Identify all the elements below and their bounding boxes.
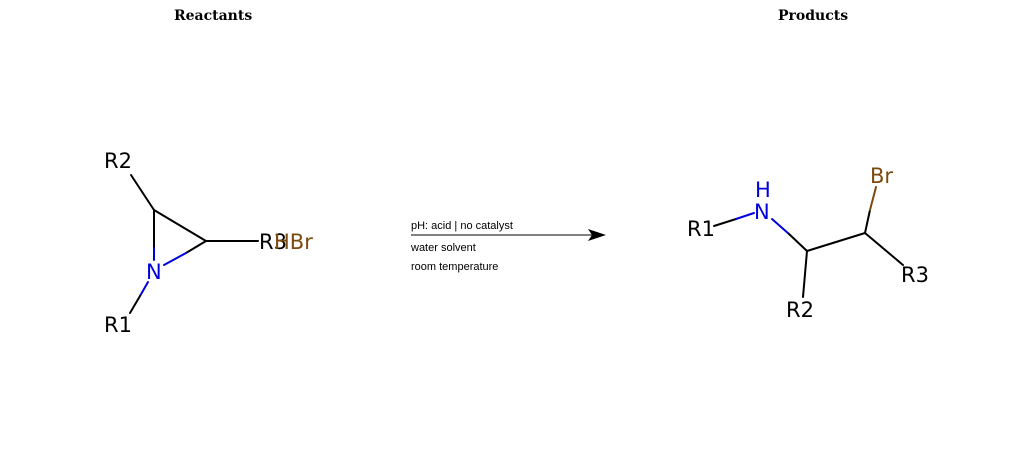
atom-r2-label: R2	[104, 149, 132, 173]
bond-c-n-right-blue	[163, 252, 187, 266]
atom-br-label: Br	[870, 164, 893, 188]
bond-n-c-black	[788, 233, 808, 252]
bond-c-c	[806, 232, 866, 252]
reaction-arrow	[411, 229, 606, 241]
condition-ph-catalyst: pH: acid | no catalyst	[411, 220, 513, 232]
atom-r2-label: R2	[786, 298, 814, 322]
bond-r2-c	[130, 174, 155, 211]
atom-h-label: H	[755, 178, 771, 202]
bond-c-br-brown	[869, 186, 877, 211]
atom-n-label: N	[146, 260, 162, 284]
bond-n-r1-blue	[139, 281, 149, 297]
arrow-head	[588, 229, 606, 241]
reagent-hbr-label: HBr	[274, 230, 313, 254]
atom-r1-label: R1	[687, 217, 715, 241]
reactants-heading: Reactants	[174, 8, 253, 24]
bond-r1-n-black	[713, 218, 737, 227]
bond-r1-n-blue	[735, 212, 755, 220]
atom-r3-label: R3	[901, 263, 929, 287]
product-bromoamine: H N R1 Br R2 R3	[687, 164, 929, 322]
atom-r3-label: R3	[259, 230, 287, 254]
bond-c-br-black	[864, 209, 871, 234]
atom-r1-label: R1	[104, 313, 132, 337]
atom-n-label: N	[754, 200, 770, 224]
products-heading: Products	[778, 8, 849, 24]
bond-c-c	[153, 209, 207, 242]
bond-n-r1-black	[129, 295, 141, 314]
condition-temperature: room temperature	[411, 261, 498, 273]
reactant-aziridine: R2 N R1 R3	[104, 149, 287, 337]
bond-c-r2	[802, 250, 808, 298]
bond-c-r3	[864, 232, 904, 266]
condition-solvent: water solvent	[410, 242, 476, 254]
bond-n-c-blue	[771, 218, 790, 235]
bond-c-n-right-black	[185, 240, 207, 254]
